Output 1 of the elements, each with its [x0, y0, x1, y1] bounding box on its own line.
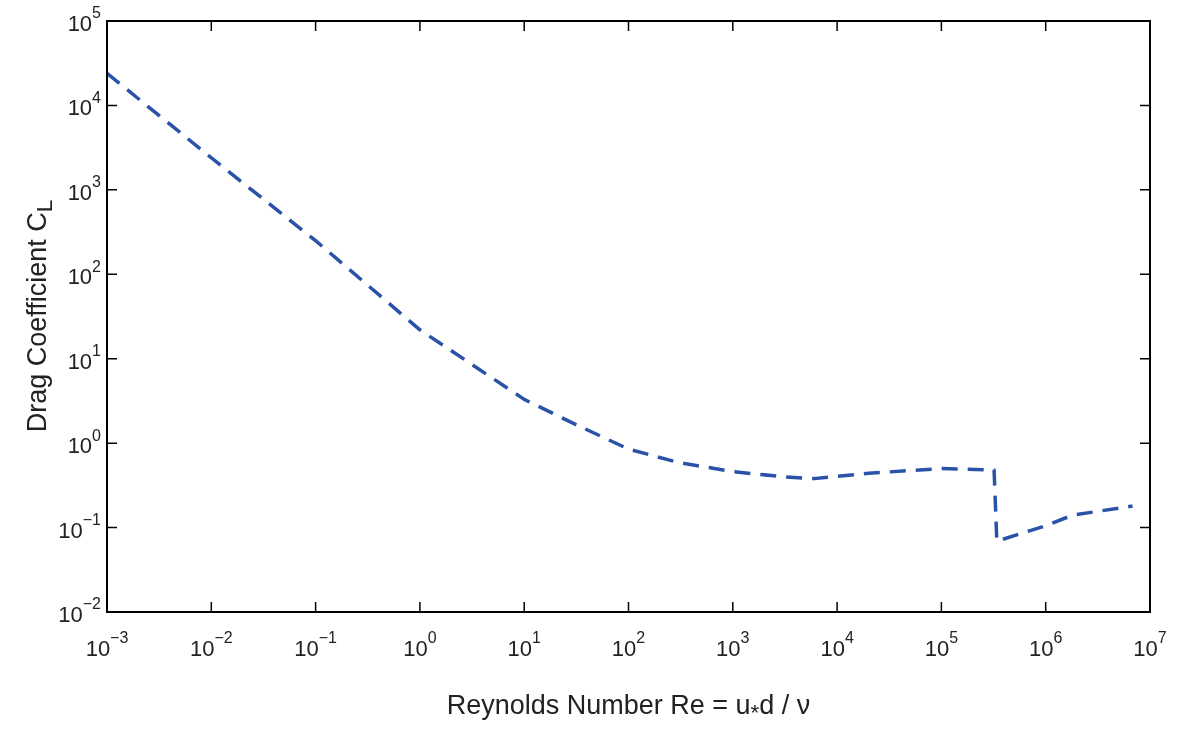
x-axis-title: Reynolds Number Re = u$_{*}$d / ν [445, 690, 812, 727]
